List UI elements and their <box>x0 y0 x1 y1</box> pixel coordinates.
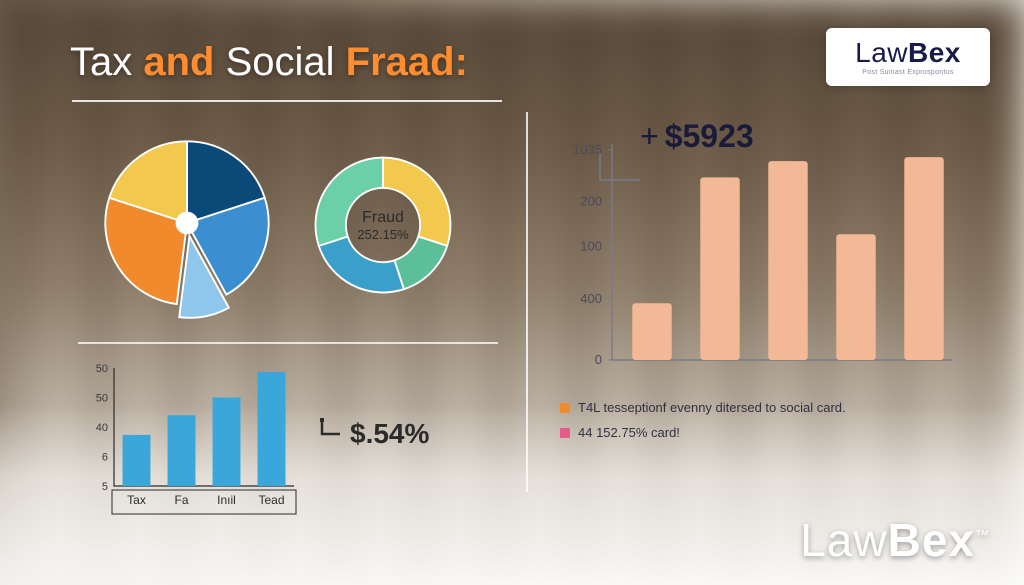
title-em1: and <box>143 40 214 84</box>
legend-item: 44 152.75% card! <box>560 425 940 440</box>
legend-text: 44 152.75% card! <box>578 425 680 440</box>
donut-center-label: Fraud 252.15% <box>308 150 458 300</box>
logo-tagline: Post Suitiast Exprospontus <box>862 69 953 76</box>
svg-text:Tax: Tax <box>127 493 146 507</box>
logo-watermark: LawBex™ <box>800 513 990 567</box>
svg-text:Inıil: Inıil <box>217 493 236 507</box>
legend-item: T4L tesseptionf evenny ditersed to socia… <box>560 400 940 415</box>
svg-text:50: 50 <box>96 393 108 405</box>
small-bar <box>168 415 196 486</box>
stat-mid: $.54% <box>350 418 429 450</box>
pie-chart <box>92 128 282 318</box>
large-bar <box>768 161 807 360</box>
watermark-bex: Bex <box>888 514 975 566</box>
legend: T4L tesseptionf evenny ditersed to socia… <box>560 400 940 450</box>
infographic-canvas: LawBex Post Suitiast Exprospontus Tax an… <box>0 0 1024 585</box>
vertical-divider <box>526 112 528 492</box>
title-mid: Social <box>214 40 345 84</box>
svg-text:1035: 1035 <box>573 142 602 157</box>
svg-text:Fa: Fa <box>174 493 188 507</box>
large-bar <box>700 177 739 360</box>
large-bar <box>904 157 943 360</box>
donut-label-line1: Fraud <box>362 209 404 227</box>
title-underline <box>72 100 502 102</box>
small-bar-chart: 50 50 40 6 5 Tax Fa Inıil Tead <box>78 360 308 528</box>
large-bar-chart: 1035 200 100 400 0 <box>560 130 970 380</box>
svg-text:50: 50 <box>96 363 108 375</box>
donut-chart: Fraud 252.15% <box>308 150 458 300</box>
logo-badge-text: LawBex <box>855 39 961 67</box>
mid-horizontal-rule <box>78 342 498 344</box>
bracket-icon <box>318 418 344 448</box>
legend-text: T4L tesseptionf evenny ditersed to socia… <box>578 400 846 415</box>
large-bar <box>632 303 671 360</box>
watermark-tm: ™ <box>975 527 990 543</box>
svg-text:400: 400 <box>580 291 602 306</box>
legend-swatch <box>560 403 570 413</box>
logo-bex: Bex <box>908 37 961 68</box>
logo-badge: LawBex Post Suitiast Exprospontus <box>826 28 990 86</box>
page-title: Tax and Social Fraad: <box>70 40 468 85</box>
small-bar <box>213 398 241 487</box>
watermark-law: Law <box>800 514 887 566</box>
title-pre: Tax <box>70 40 143 84</box>
svg-text:200: 200 <box>580 194 602 209</box>
donut-label-line2: 252.15% <box>357 227 408 242</box>
svg-text:0: 0 <box>595 352 602 367</box>
small-bar <box>258 372 286 486</box>
small-bar <box>123 435 151 486</box>
svg-text:6: 6 <box>102 452 108 464</box>
logo-law: Law <box>855 37 908 68</box>
legend-swatch <box>560 428 570 438</box>
title-em2: Fraad: <box>346 40 468 84</box>
svg-text:40: 40 <box>96 422 108 434</box>
svg-text:Tead: Tead <box>258 493 284 507</box>
svg-text:5: 5 <box>102 481 108 493</box>
large-bar <box>836 234 875 360</box>
svg-text:100: 100 <box>580 238 602 253</box>
